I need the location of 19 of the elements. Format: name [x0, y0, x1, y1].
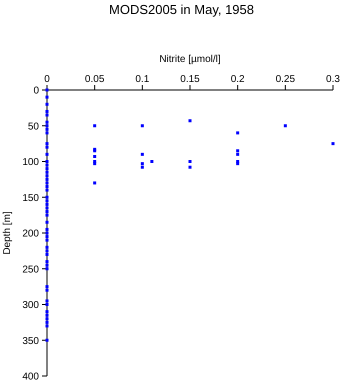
y-tick-label: 250: [22, 264, 40, 276]
y-tick-label: 150: [22, 192, 40, 204]
y-tick-label: 50: [28, 121, 40, 132]
y-tick-label: 200: [22, 228, 40, 240]
x-tick-label: 0.3: [326, 74, 340, 85]
x-tick-label: 0.05: [84, 74, 105, 85]
chart-title: MODS2005 in May, 1958: [109, 2, 254, 17]
y-tick-label: 350: [22, 336, 40, 347]
y-tick-label: 0: [33, 86, 40, 96]
y-axis-title: Depth [m]: [2, 211, 13, 255]
x-tick-label: 0.25: [276, 74, 296, 85]
x-tick-label: 0.15: [180, 74, 200, 85]
x-tick-label: 0.2: [230, 74, 246, 85]
y-tick-label: 300: [22, 300, 40, 311]
y-tick-label: 100: [22, 157, 40, 168]
x-axis-title: Nitrite [µmol/l]: [159, 54, 221, 65]
x-tick-label: 0.1: [135, 74, 150, 85]
x-tick-label: 0: [44, 74, 50, 85]
y-tick-label: 400: [22, 372, 40, 382]
